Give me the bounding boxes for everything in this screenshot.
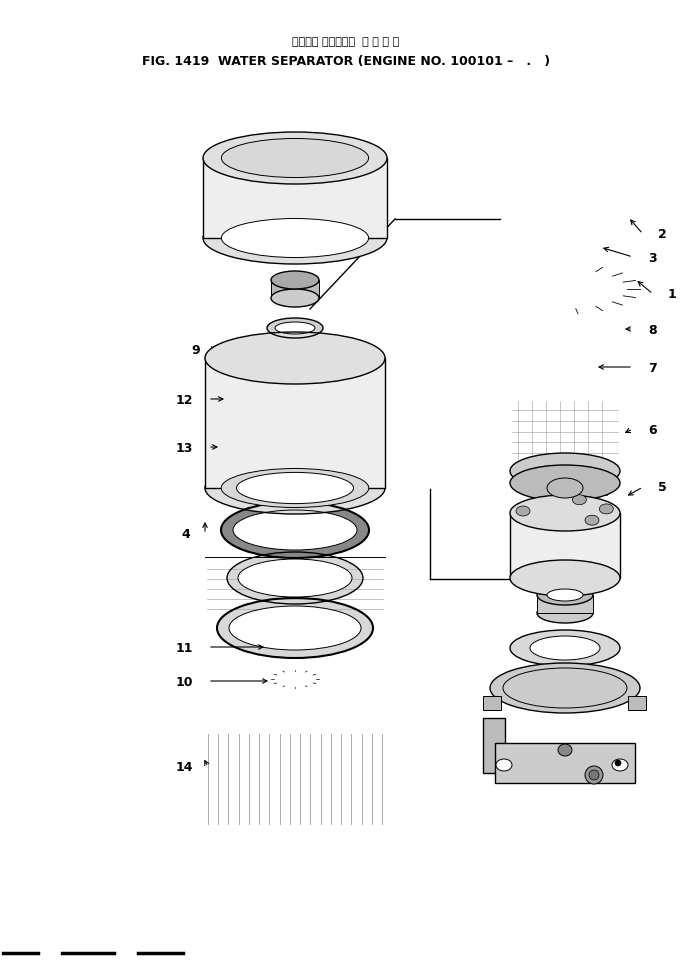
Ellipse shape [510,631,620,666]
Text: 7: 7 [648,361,656,375]
Bar [628,696,646,710]
Ellipse shape [203,133,387,185]
Text: 11: 11 [176,641,193,654]
Ellipse shape [496,759,512,772]
Ellipse shape [589,771,599,780]
Ellipse shape [510,466,620,502]
Text: 10: 10 [176,675,193,688]
Ellipse shape [490,663,640,713]
Ellipse shape [221,139,368,178]
Ellipse shape [271,272,319,289]
Ellipse shape [572,495,587,506]
Ellipse shape [547,590,583,601]
Text: 12: 12 [176,393,193,406]
Ellipse shape [227,553,363,604]
Ellipse shape [221,469,369,508]
Ellipse shape [236,473,354,504]
Ellipse shape [271,289,319,308]
Bar [205,359,385,488]
Ellipse shape [203,213,387,265]
Ellipse shape [547,478,583,499]
Ellipse shape [537,603,593,623]
Ellipse shape [537,586,593,605]
Text: 9: 9 [191,343,200,356]
Ellipse shape [615,760,621,766]
Ellipse shape [221,503,369,558]
Bar [271,281,319,298]
Ellipse shape [612,759,628,772]
Ellipse shape [510,454,620,490]
Ellipse shape [510,560,620,597]
Text: 8: 8 [648,323,656,336]
Text: 13: 13 [176,441,193,454]
Bar [483,696,501,710]
Ellipse shape [205,463,385,514]
Text: 1: 1 [668,289,676,301]
Bar [203,158,387,239]
Text: FIG. 1419  WATER SEPARATOR (ENGINE NO. 100101 –   .   ): FIG. 1419 WATER SEPARATOR (ENGINE NO. 10… [142,56,550,68]
Text: 2: 2 [658,228,667,242]
Ellipse shape [221,219,368,258]
Text: 4: 4 [181,528,190,541]
Ellipse shape [229,606,361,650]
Ellipse shape [530,637,600,660]
Ellipse shape [233,511,357,551]
Ellipse shape [585,515,599,525]
Ellipse shape [205,333,385,384]
Ellipse shape [238,559,352,598]
Ellipse shape [516,507,530,516]
Ellipse shape [267,319,323,338]
Bar [483,718,505,774]
Text: 6: 6 [648,423,656,436]
Text: 14: 14 [176,761,193,774]
Text: ウォータ セパレータ  適 用 号 機: ウォータ セパレータ 適 用 号 機 [292,37,399,47]
Bar [537,596,593,613]
Bar [510,513,620,578]
Text: 3: 3 [648,251,656,264]
Bar [495,743,635,783]
Ellipse shape [217,599,373,658]
Ellipse shape [585,766,603,784]
Ellipse shape [510,496,620,531]
Ellipse shape [558,744,572,756]
Text: 5: 5 [658,481,667,494]
Ellipse shape [275,323,315,334]
Ellipse shape [599,505,614,514]
